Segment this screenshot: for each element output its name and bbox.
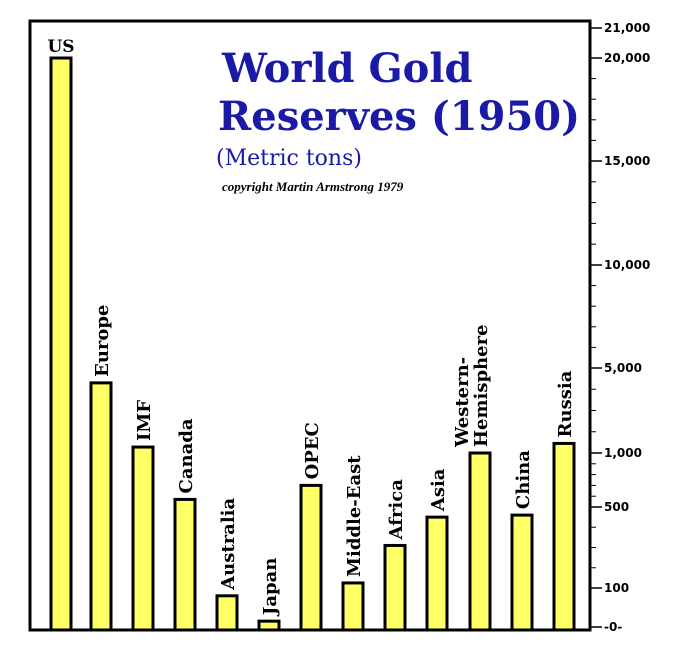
bar-label: Middle-East bbox=[344, 455, 365, 577]
bar-label: Russia bbox=[555, 370, 576, 437]
bar-china bbox=[510, 513, 534, 632]
bar-japan bbox=[257, 619, 281, 632]
bar-label: Hemisphere bbox=[471, 324, 492, 447]
y-tick-label: 500 bbox=[604, 500, 629, 514]
bar-label: US bbox=[47, 37, 74, 57]
chart-title-line2: Reserves (1950) bbox=[218, 93, 580, 140]
y-tick-label: 20,000 bbox=[604, 51, 650, 65]
bar-label: Europe bbox=[92, 305, 113, 377]
bar-africa bbox=[383, 543, 407, 632]
chart-title-line1: World Gold bbox=[221, 45, 473, 92]
y-tick-label: 10,000 bbox=[604, 258, 650, 272]
bar-label: OPEC bbox=[302, 422, 323, 479]
bar-label: Western- bbox=[452, 357, 473, 448]
bar-russia bbox=[552, 441, 576, 632]
bar-canada bbox=[173, 497, 197, 632]
bar-australia bbox=[215, 594, 239, 632]
bar-label: Australia bbox=[218, 497, 239, 590]
y-tick-label: 1,000 bbox=[604, 446, 642, 460]
chart-subtitle: (Metric tons) bbox=[216, 146, 362, 171]
bar-us bbox=[49, 56, 73, 632]
bar-asia bbox=[425, 515, 449, 632]
bar-opec bbox=[299, 483, 323, 632]
bar-middle-east bbox=[341, 581, 365, 632]
bar-label: Africa bbox=[386, 479, 407, 541]
bar-label: Asia bbox=[428, 468, 449, 512]
bar-label: Japan bbox=[260, 558, 281, 618]
bar-label: Canada bbox=[176, 418, 197, 493]
bar-labels: US Europe IMF Canada Australia Japan OPEC Middl… bbox=[47, 37, 576, 617]
y-tick-label: 100 bbox=[604, 581, 629, 595]
bars bbox=[49, 56, 576, 632]
bar-imf bbox=[131, 445, 155, 632]
y-tick-label: 21,000 bbox=[604, 21, 650, 35]
y-tick-label: 15,000 bbox=[604, 154, 650, 168]
y-tick-label: 5,000 bbox=[604, 361, 642, 375]
chart-credit: copyright Martin Armstrong 1979 bbox=[222, 179, 404, 194]
y-tick-label: -0- bbox=[604, 620, 622, 634]
bar-label: IMF bbox=[134, 400, 155, 441]
bar-label: China bbox=[513, 450, 534, 509]
y-axis-ticks: -0- 100 500 1,000 5,000 10,000 15,000 20,000 21,… bbox=[590, 21, 650, 634]
bar-europe bbox=[89, 381, 113, 632]
bar-western-hemisphere bbox=[468, 451, 492, 632]
